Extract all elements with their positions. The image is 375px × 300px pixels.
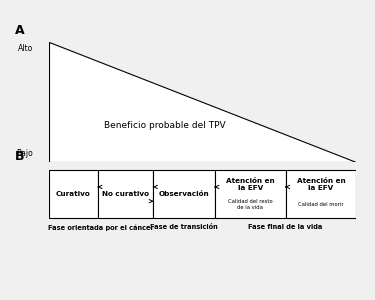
Bar — [215, 170, 285, 218]
Text: Curativo: Curativo — [56, 191, 91, 197]
Polygon shape — [49, 42, 356, 162]
Text: Observación: Observación — [159, 191, 209, 197]
Text: Calidad del resto
de la vida: Calidad del resto de la vida — [228, 199, 273, 210]
Bar — [153, 170, 215, 218]
Text: Calidad del morir: Calidad del morir — [298, 202, 344, 207]
Bar — [98, 170, 153, 218]
Bar — [49, 170, 98, 218]
Text: Fase final de la vida: Fase final de la vida — [248, 224, 323, 230]
Text: Fase orientada por el cáncer: Fase orientada por el cáncer — [48, 224, 154, 231]
Text: No curativo: No curativo — [102, 191, 149, 197]
Text: Bajo: Bajo — [16, 149, 33, 158]
Text: A: A — [15, 24, 25, 37]
Text: Alto: Alto — [18, 44, 33, 53]
Text: B: B — [15, 150, 24, 163]
Text: Fase de transición: Fase de transición — [150, 224, 218, 230]
Text: Beneficio probable del TPV: Beneficio probable del TPV — [104, 122, 226, 130]
Text: Atención en
la EFV: Atención en la EFV — [226, 178, 274, 191]
Text: Atención en
la EFV: Atención en la EFV — [297, 178, 345, 191]
Bar — [285, 170, 356, 218]
